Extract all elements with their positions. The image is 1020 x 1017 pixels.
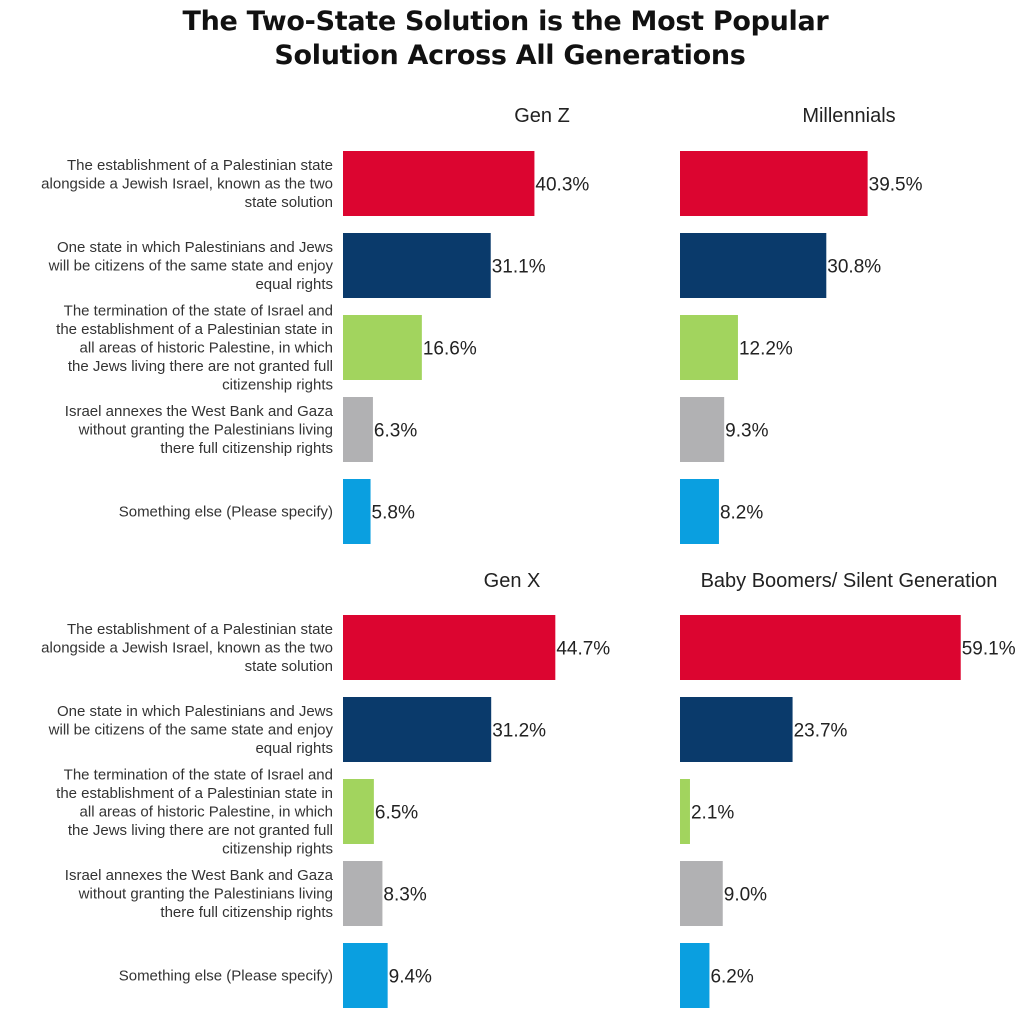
category-label-line: there full citizenship rights bbox=[160, 904, 333, 921]
category-label-line: there full citizenship rights bbox=[160, 440, 333, 457]
category-label: Israel annexes the West Bank and Gaza wit… bbox=[65, 867, 334, 921]
bar bbox=[343, 479, 371, 544]
category-label-line: equal rights bbox=[255, 276, 333, 293]
bar bbox=[343, 233, 491, 298]
category-label: The establishment of a Palestinian state… bbox=[41, 621, 333, 675]
category-label-line: will be citizens of the same state and e… bbox=[48, 258, 334, 275]
category-label-line: the establishment of a Palestinian state… bbox=[56, 321, 333, 338]
category-label: Israel annexes the West Bank and Gaza wit… bbox=[65, 403, 334, 457]
bar bbox=[343, 779, 374, 844]
category-label-line: will be citizens of the same state and e… bbox=[48, 722, 334, 739]
bar bbox=[680, 151, 868, 216]
data-label: 6.3% bbox=[374, 421, 417, 442]
panels: Gen Z 40.3% The establishment of a Palesti… bbox=[41, 105, 1016, 1008]
chart-title-line-1: The Two-State Solution is the Most Popul… bbox=[182, 6, 829, 37]
panel-title: Gen Z bbox=[514, 105, 570, 127]
bar bbox=[343, 315, 422, 380]
data-label: 5.8% bbox=[372, 503, 415, 524]
data-label: 6.5% bbox=[375, 803, 418, 824]
bar bbox=[680, 479, 719, 544]
bar bbox=[680, 697, 793, 762]
category-label-line: alongside a Jewish Israel, known as the … bbox=[41, 176, 333, 193]
category-label: The establishment of a Palestinian state… bbox=[41, 157, 333, 211]
bar bbox=[680, 397, 725, 462]
panel-title: Millennials bbox=[802, 105, 895, 127]
panel-2: Gen X 44.7% The establishment of a Palesti… bbox=[41, 570, 610, 1008]
category-label: The termination of the state of Israel a… bbox=[56, 303, 333, 394]
data-label: 12.2% bbox=[739, 339, 793, 360]
category-label-line: all areas of historic Palestine, in whic… bbox=[80, 340, 333, 357]
bar bbox=[680, 943, 710, 1008]
data-label: 9.0% bbox=[724, 885, 767, 906]
bar bbox=[343, 943, 388, 1008]
data-label: 30.8% bbox=[827, 257, 881, 278]
data-label: 8.3% bbox=[383, 885, 426, 906]
data-label: 39.5% bbox=[869, 175, 923, 196]
category-label: One state in which Palestinians and Jews… bbox=[48, 239, 334, 293]
category-label: The termination of the state of Israel a… bbox=[56, 767, 333, 858]
category-label-line: Israel annexes the West Bank and Gaza bbox=[65, 867, 334, 884]
category-label-line: The establishment of a Palestinian state bbox=[67, 621, 333, 638]
data-label: 8.2% bbox=[720, 503, 763, 524]
category-label-line: Something else (Please specify) bbox=[119, 504, 333, 521]
panel-1: Millennials 39.5% 30.8% 12.2% 9.3% 8.2% bbox=[680, 105, 923, 544]
panel-title: Baby Boomers/ Silent Generation bbox=[701, 570, 998, 592]
category-label: One state in which Palestinians and Jews… bbox=[48, 703, 334, 757]
panel-0: Gen Z 40.3% The establishment of a Palesti… bbox=[41, 105, 589, 544]
category-label-line: the Jews living there are not granted fu… bbox=[68, 358, 333, 375]
category-label-line: the Jews living there are not granted fu… bbox=[68, 822, 333, 839]
category-label-line: One state in which Palestinians and Jews bbox=[57, 239, 333, 256]
category-label-line: state solution bbox=[245, 658, 333, 675]
bar bbox=[680, 315, 738, 380]
category-label-line: equal rights bbox=[255, 740, 333, 757]
category-label-line: Something else (Please specify) bbox=[119, 968, 333, 985]
category-label: Something else (Please specify) bbox=[119, 504, 333, 521]
category-label-line: The termination of the state of Israel a… bbox=[64, 767, 333, 784]
data-label: 31.1% bbox=[492, 257, 546, 278]
data-label: 9.3% bbox=[725, 421, 768, 442]
chart-title: The Two-State Solution is the Most Popul… bbox=[182, 6, 837, 71]
bar bbox=[680, 861, 723, 926]
panel-3: Baby Boomers/ Silent Generation 59.1% 23.7… bbox=[680, 570, 1016, 1008]
data-label: 16.6% bbox=[423, 339, 477, 360]
data-label: 40.3% bbox=[535, 175, 589, 196]
data-label: 2.1% bbox=[691, 803, 734, 824]
category-label-line: citizenship rights bbox=[222, 841, 333, 858]
data-label: 59.1% bbox=[962, 639, 1016, 660]
category-label-line: The termination of the state of Israel a… bbox=[64, 303, 333, 320]
data-label: 9.4% bbox=[389, 967, 432, 988]
data-label: 6.2% bbox=[710, 967, 753, 988]
category-label-line: without granting the Palestinians living bbox=[78, 422, 333, 439]
category-label-line: the establishment of a Palestinian state… bbox=[56, 785, 333, 802]
data-label: 23.7% bbox=[794, 721, 848, 742]
chart-title-line-2: Solution Across All Generations bbox=[274, 40, 745, 71]
category-label: Something else (Please specify) bbox=[119, 968, 333, 985]
category-label-line: without granting the Palestinians living bbox=[78, 886, 333, 903]
category-label-line: Israel annexes the West Bank and Gaza bbox=[65, 403, 334, 420]
panel-title: Gen X bbox=[484, 570, 541, 592]
bar bbox=[343, 861, 383, 926]
category-label-line: One state in which Palestinians and Jews bbox=[57, 703, 333, 720]
category-label-line: all areas of historic Palestine, in whic… bbox=[80, 804, 333, 821]
category-label-line: state solution bbox=[245, 194, 333, 211]
category-label-line: The establishment of a Palestinian state bbox=[67, 157, 333, 174]
category-label-line: alongside a Jewish Israel, known as the … bbox=[41, 640, 333, 657]
category-label-line: citizenship rights bbox=[222, 377, 333, 394]
bar bbox=[680, 615, 961, 680]
bar bbox=[343, 615, 556, 680]
bar bbox=[343, 697, 492, 762]
bar bbox=[680, 233, 827, 298]
data-label: 31.2% bbox=[492, 721, 546, 742]
bar bbox=[680, 779, 690, 844]
bar bbox=[343, 397, 373, 462]
bar bbox=[343, 151, 535, 216]
data-label: 44.7% bbox=[556, 639, 610, 660]
